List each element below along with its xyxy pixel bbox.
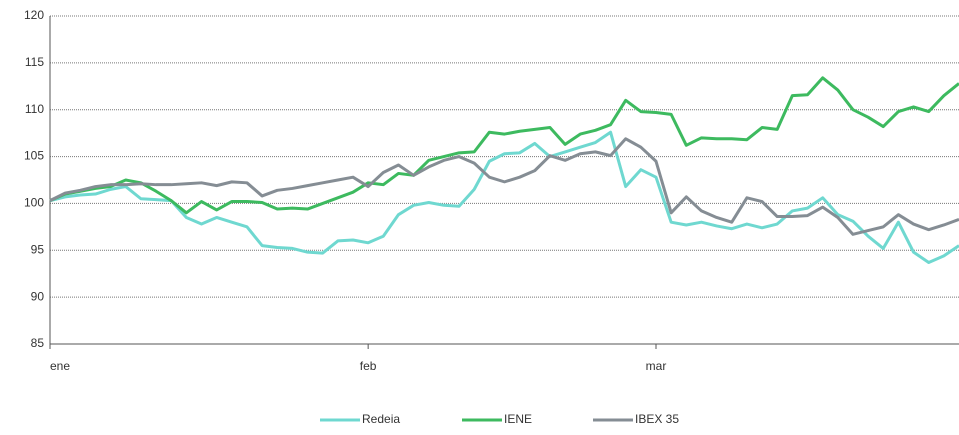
series-line: [49, 76, 959, 215]
legend-label: IENE: [504, 412, 532, 426]
y-tick-label: 120: [24, 8, 44, 22]
x-tick-label: mar: [646, 359, 667, 373]
series-line: [49, 130, 959, 264]
y-tick-label: 110: [25, 102, 44, 116]
y-tick-label: 115: [25, 55, 44, 69]
series-line: [49, 137, 959, 236]
y-tick-label: 85: [31, 336, 45, 350]
x-tick-label: ene: [50, 359, 70, 373]
legend-label: IBEX 35: [635, 412, 679, 426]
y-tick-label: 95: [31, 242, 45, 256]
y-tick-label: 100: [24, 196, 44, 210]
legend-label: Redeia: [362, 412, 400, 426]
y-tick-label: 105: [24, 149, 44, 163]
y-tick-label: 90: [31, 289, 45, 303]
x-tick-label: feb: [360, 359, 377, 373]
